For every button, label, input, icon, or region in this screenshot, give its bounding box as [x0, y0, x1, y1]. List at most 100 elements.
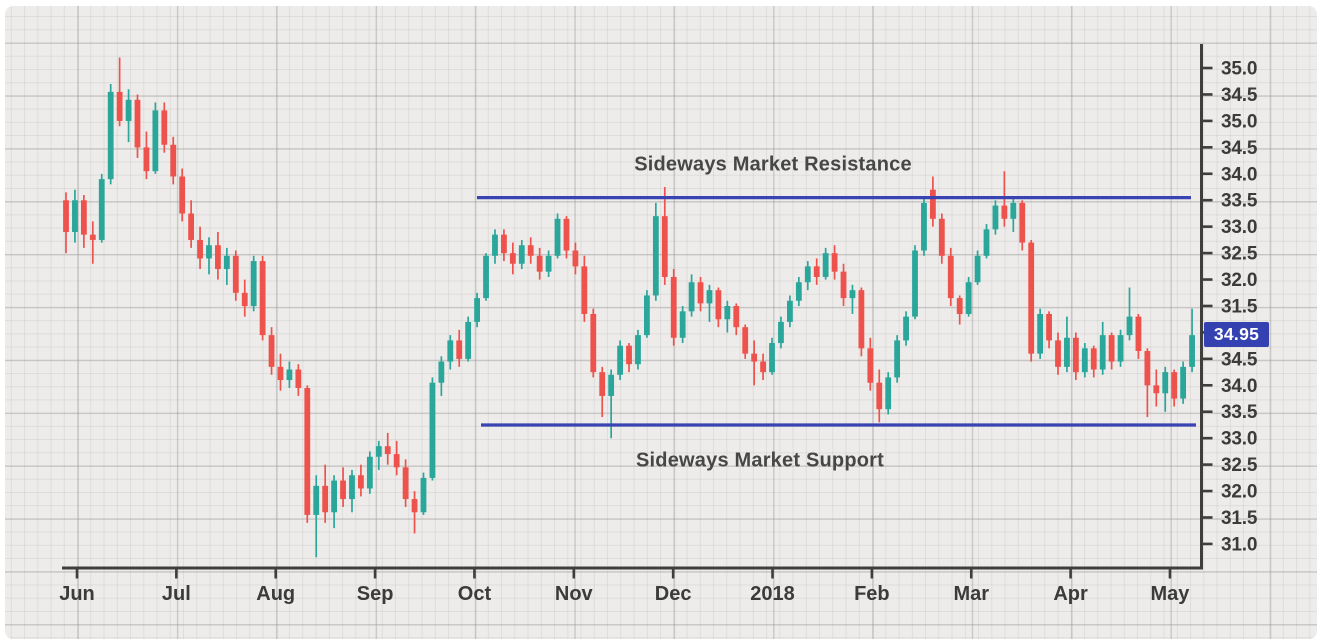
candle-body-up — [465, 321, 472, 359]
candle-body-up — [617, 345, 623, 375]
candle-body-up — [286, 369, 293, 381]
candle — [974, 250, 981, 285]
x-tick-label: Dec — [655, 583, 692, 605]
candle — [769, 337, 775, 375]
candle — [72, 189, 78, 243]
y-tick-label: 31.0 — [1221, 534, 1257, 555]
candle — [527, 237, 534, 264]
candle — [635, 329, 641, 370]
candle-body-down — [143, 147, 150, 172]
y-tick-label: 35.0 — [1221, 59, 1257, 80]
candle — [590, 308, 597, 378]
candle-body-up — [912, 250, 918, 317]
candle-body-up — [1189, 335, 1195, 367]
y-tick-label: 34.5 — [1221, 349, 1258, 370]
x-tick-label: Nov — [555, 583, 594, 605]
candle-body-up — [778, 321, 784, 344]
candle — [956, 295, 963, 325]
candle-body-up — [724, 306, 731, 320]
candle — [152, 102, 159, 174]
candle-body-down — [760, 361, 766, 373]
candle-body-down — [295, 369, 302, 389]
candle-body-down — [1144, 350, 1151, 386]
candle-body-down — [1046, 313, 1052, 341]
candle-body-down — [840, 271, 847, 299]
candle-body-down — [277, 366, 284, 381]
candle-body-down — [715, 290, 722, 320]
candle — [447, 335, 454, 370]
candle — [661, 187, 668, 285]
candle — [1046, 311, 1052, 349]
candle — [760, 353, 766, 381]
candle-body-up — [706, 290, 713, 304]
candle-body-up — [72, 200, 78, 233]
candle-body-up — [1064, 337, 1070, 367]
candle-body-down — [1028, 242, 1035, 354]
candle — [1064, 316, 1070, 373]
candle-body-up — [1162, 372, 1169, 394]
candle — [545, 250, 552, 277]
candle-body-up — [804, 266, 811, 283]
candle — [822, 247, 829, 280]
candle — [1028, 239, 1035, 362]
candle — [420, 472, 427, 515]
y-tick-label: 34.5 — [1221, 138, 1258, 159]
candle — [1126, 287, 1133, 341]
candle-body-down — [188, 213, 195, 240]
candle — [840, 263, 847, 307]
candle — [313, 475, 320, 558]
candle — [250, 255, 257, 312]
candle — [885, 372, 892, 415]
candle-body-up — [992, 205, 999, 230]
candle-body-up — [822, 253, 829, 277]
candle-body-down — [563, 218, 570, 251]
candle — [80, 194, 87, 248]
candle — [161, 102, 168, 153]
candle-body-up — [474, 298, 481, 322]
candle — [474, 292, 481, 328]
candle — [492, 229, 498, 264]
x-tick-label: Sep — [357, 583, 394, 605]
y-tick-label: 33.5 — [1221, 191, 1258, 212]
candle-body-down — [581, 266, 588, 314]
candle — [170, 136, 177, 185]
candle-body-down — [304, 388, 311, 515]
candle — [876, 369, 883, 423]
candle — [1090, 345, 1097, 378]
candle — [116, 57, 123, 127]
candle — [706, 284, 713, 322]
candle-body-up — [885, 377, 892, 410]
candle-body-down — [626, 345, 632, 365]
candle — [331, 475, 338, 529]
candle — [1055, 332, 1061, 375]
candle — [929, 176, 936, 227]
candle — [1117, 329, 1124, 367]
candle — [1171, 369, 1178, 407]
candle — [983, 224, 990, 259]
candle — [125, 89, 132, 143]
trend-lines-group — [477, 196, 1196, 427]
candle — [1189, 308, 1195, 373]
candle — [143, 131, 150, 180]
candle-body-down — [170, 144, 177, 177]
candle-body-down — [116, 91, 123, 121]
candle-body-up — [652, 216, 659, 296]
candle — [992, 200, 999, 235]
candle-body-down — [340, 480, 346, 500]
candle — [223, 247, 230, 285]
y-tick-label: 31.5 — [1221, 508, 1258, 529]
candle-body-down — [1108, 335, 1115, 362]
candle — [947, 247, 954, 307]
candle-body-up — [1099, 335, 1106, 370]
candle-body-down — [1072, 337, 1079, 373]
candle-body-up — [1081, 348, 1088, 373]
candle-body-down — [697, 282, 704, 304]
candle — [894, 335, 901, 383]
candle — [1144, 348, 1151, 418]
candle-body-up — [795, 282, 802, 301]
candle — [626, 343, 632, 373]
candle-body-down — [80, 200, 87, 235]
candle — [89, 221, 96, 264]
candle-body-down — [384, 446, 391, 455]
candle-body-down — [509, 253, 516, 264]
